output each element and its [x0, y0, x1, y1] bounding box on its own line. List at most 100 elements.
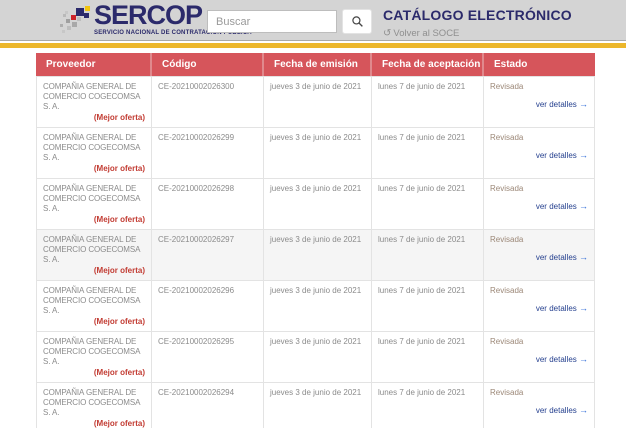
- column-header-codigo: Código: [152, 53, 264, 76]
- title-block: CATÁLOGO ELECTRÓNICO ↺ Volver al SOCE: [383, 7, 572, 41]
- mejor-oferta-badge: (Mejor oferta): [93, 113, 145, 122]
- fecha-aceptacion-cell: lunes 7 de junio de 2021: [372, 76, 484, 128]
- estado-value: Revisada: [490, 337, 524, 346]
- fecha-emision-cell: jueves 3 de junio de 2021: [264, 76, 372, 128]
- table-row: COMPAÑIA GENERAL DE COMERCIO COGECOMSA S…: [36, 128, 595, 179]
- proveedor-cell: COMPAÑIA GENERAL DE COMERCIO COGECOMSA S…: [36, 179, 152, 230]
- estado-value: Revisada: [490, 184, 524, 193]
- fecha-emision-cell: jueves 3 de junio de 2021: [264, 128, 372, 179]
- codigo-cell: CE-20210002026298: [152, 179, 264, 230]
- ver-detalles-link[interactable]: ver detalles →: [535, 201, 588, 211]
- arrow-right-icon: →: [579, 303, 588, 313]
- column-header-fecha-emision: Fecha de emisión: [264, 53, 372, 76]
- column-header-estado: Estado: [484, 53, 595, 76]
- codigo-cell: CE-20210002026294: [152, 383, 264, 428]
- table-row: COMPAÑIA GENERAL DE COMERCIO COGECOMSA S…: [36, 230, 595, 281]
- proveedor-name: COMPAÑIA GENERAL DE COMERCIO COGECOMSA S…: [43, 235, 140, 264]
- search-icon: [351, 16, 363, 27]
- estado-value: Revisada: [490, 235, 524, 244]
- estado-cell: Revisada ver detalles →: [484, 179, 595, 230]
- proveedor-name: COMPAÑIA GENERAL DE COMERCIO COGECOMSA S…: [43, 82, 140, 111]
- results-table: Proveedor Código Fecha de emisión Fecha …: [36, 53, 595, 428]
- ver-detalles-link[interactable]: ver detalles →: [535, 354, 588, 364]
- estado-cell: Revisada ver detalles →: [484, 383, 595, 428]
- mejor-oferta-badge: (Mejor oferta): [93, 164, 145, 173]
- codigo-cell: CE-20210002026300: [152, 76, 264, 128]
- proveedor-cell: COMPAÑIA GENERAL DE COMERCIO COGECOMSA S…: [36, 76, 152, 128]
- proveedor-name: COMPAÑIA GENERAL DE COMERCIO COGECOMSA S…: [43, 286, 140, 315]
- codigo-cell: CE-20210002026299: [152, 128, 264, 179]
- yellow-accent-bar: [0, 43, 626, 48]
- table-row: COMPAÑIA GENERAL DE COMERCIO COGECOMSA S…: [36, 281, 595, 332]
- column-header-proveedor: Proveedor: [36, 53, 152, 76]
- estado-cell: Revisada ver detalles →: [484, 332, 595, 383]
- proveedor-cell: COMPAÑIA GENERAL DE COMERCIO COGECOMSA S…: [36, 281, 152, 332]
- estado-value: Revisada: [490, 286, 524, 295]
- table-row: COMPAÑIA GENERAL DE COMERCIO COGECOMSA S…: [36, 76, 595, 128]
- fecha-aceptacion-cell: lunes 7 de junio de 2021: [372, 383, 484, 428]
- estado-cell: Revisada ver detalles →: [484, 281, 595, 332]
- arrow-right-icon: →: [579, 201, 588, 211]
- estado-cell: Revisada ver detalles →: [484, 128, 595, 179]
- ver-detalles-link[interactable]: ver detalles →: [535, 252, 588, 262]
- search-input[interactable]: [207, 10, 337, 33]
- back-to-soce-label: Volver al SOCE: [393, 28, 460, 39]
- fecha-aceptacion-cell: lunes 7 de junio de 2021: [372, 179, 484, 230]
- sercop-logo[interactable]: SERCOP SERVICIO NACIONAL DE CONTRATACIÓN…: [94, 0, 252, 37]
- mejor-oferta-badge: (Mejor oferta): [93, 419, 145, 428]
- column-header-fecha-aceptacion: Fecha de aceptación: [372, 53, 484, 76]
- estado-value: Revisada: [490, 388, 524, 397]
- undo-arrow-icon: ↺: [383, 28, 392, 39]
- proveedor-name: COMPAÑIA GENERAL DE COMERCIO COGECOMSA S…: [43, 337, 140, 366]
- arrow-right-icon: →: [579, 150, 588, 160]
- ver-detalles-link[interactable]: ver detalles →: [535, 99, 588, 109]
- fecha-emision-cell: jueves 3 de junio de 2021: [264, 179, 372, 230]
- fecha-aceptacion-cell: lunes 7 de junio de 2021: [372, 332, 484, 383]
- codigo-cell: CE-20210002026295: [152, 332, 264, 383]
- back-to-soce-link[interactable]: ↺ Volver al SOCE: [383, 28, 459, 39]
- mejor-oferta-badge: (Mejor oferta): [93, 368, 145, 377]
- fecha-emision-cell: jueves 3 de junio de 2021: [264, 332, 372, 383]
- fecha-emision-cell: jueves 3 de junio de 2021: [264, 383, 372, 428]
- table-row: COMPAÑIA GENERAL DE COMERCIO COGECOMSA S…: [36, 179, 595, 230]
- fecha-aceptacion-cell: lunes 7 de junio de 2021: [372, 281, 484, 332]
- proveedor-cell: COMPAÑIA GENERAL DE COMERCIO COGECOMSA S…: [36, 128, 152, 179]
- logo-title: SERCOP: [94, 0, 203, 30]
- arrow-right-icon: →: [579, 354, 588, 364]
- codigo-cell: CE-20210002026296: [152, 281, 264, 332]
- table-body: COMPAÑIA GENERAL DE COMERCIO COGECOMSA S…: [36, 76, 595, 428]
- proveedor-cell: COMPAÑIA GENERAL DE COMERCIO COGECOMSA S…: [36, 230, 152, 281]
- page-title: CATÁLOGO ELECTRÓNICO: [383, 7, 572, 23]
- fecha-emision-cell: jueves 3 de junio de 2021: [264, 281, 372, 332]
- proveedor-cell: COMPAÑIA GENERAL DE COMERCIO COGECOMSA S…: [36, 332, 152, 383]
- logo-tagline: SERVICIO NACIONAL DE CONTRATACIÓN PÚBLIC…: [94, 30, 252, 36]
- mejor-oferta-badge: (Mejor oferta): [93, 317, 145, 326]
- mejor-oferta-badge: (Mejor oferta): [93, 215, 145, 224]
- top-header: SERCOP SERVICIO NACIONAL DE CONTRATACIÓN…: [0, 0, 626, 41]
- arrow-right-icon: →: [579, 405, 588, 415]
- search-button[interactable]: [342, 9, 372, 34]
- proveedor-name: COMPAÑIA GENERAL DE COMERCIO COGECOMSA S…: [43, 133, 140, 162]
- estado-value: Revisada: [490, 82, 524, 91]
- ver-detalles-link[interactable]: ver detalles →: [535, 405, 588, 415]
- sercop-logo-icon: [60, 5, 92, 37]
- proveedor-name: COMPAÑIA GENERAL DE COMERCIO COGECOMSA S…: [43, 388, 140, 417]
- table-row: COMPAÑIA GENERAL DE COMERCIO COGECOMSA S…: [36, 383, 595, 428]
- proveedor-name: COMPAÑIA GENERAL DE COMERCIO COGECOMSA S…: [43, 184, 140, 213]
- fecha-emision-cell: jueves 3 de junio de 2021: [264, 230, 372, 281]
- arrow-right-icon: →: [579, 99, 588, 109]
- estado-cell: Revisada ver detalles →: [484, 230, 595, 281]
- estado-value: Revisada: [490, 133, 524, 142]
- table-header: Proveedor Código Fecha de emisión Fecha …: [36, 53, 595, 76]
- ver-detalles-link[interactable]: ver detalles →: [535, 303, 588, 313]
- fecha-aceptacion-cell: lunes 7 de junio de 2021: [372, 128, 484, 179]
- mejor-oferta-badge: (Mejor oferta): [93, 266, 145, 275]
- estado-cell: Revisada ver detalles →: [484, 76, 595, 128]
- table-row: COMPAÑIA GENERAL DE COMERCIO COGECOMSA S…: [36, 332, 595, 383]
- codigo-cell: CE-20210002026297: [152, 230, 264, 281]
- ver-detalles-link[interactable]: ver detalles →: [535, 150, 588, 160]
- arrow-right-icon: →: [579, 252, 588, 262]
- proveedor-cell: COMPAÑIA GENERAL DE COMERCIO COGECOMSA S…: [36, 383, 152, 428]
- fecha-aceptacion-cell: lunes 7 de junio de 2021: [372, 230, 484, 281]
